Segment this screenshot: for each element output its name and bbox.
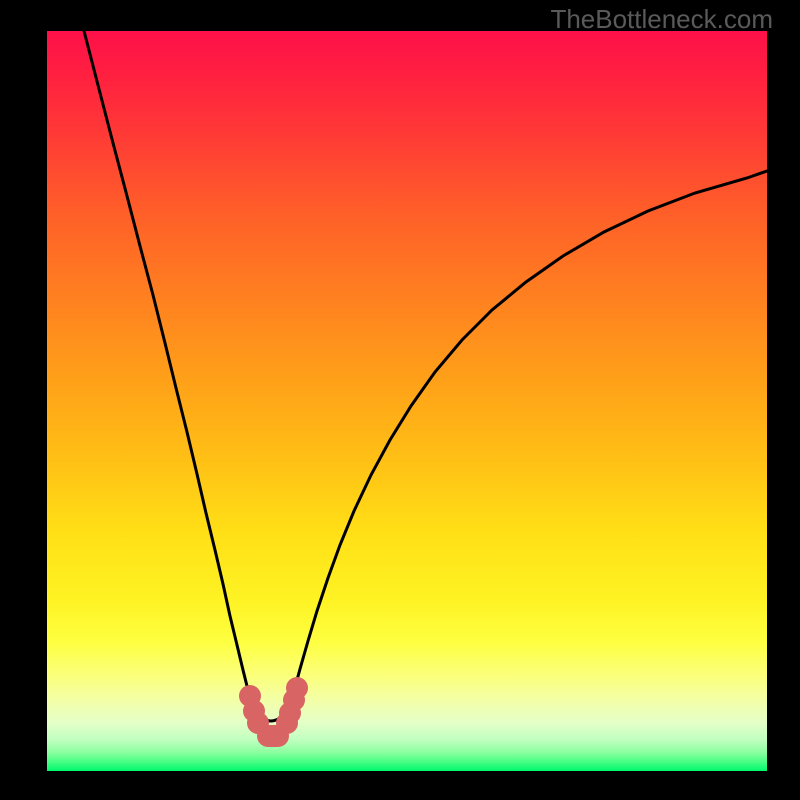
valley-marker-dot bbox=[286, 677, 308, 699]
plot-area bbox=[47, 31, 767, 771]
chart-svg bbox=[47, 31, 767, 771]
gradient-background bbox=[47, 31, 767, 771]
frame: TheBottleneck.com bbox=[0, 0, 800, 800]
valley-marker-dot bbox=[247, 712, 269, 734]
watermark-text: TheBottleneck.com bbox=[550, 4, 773, 35]
